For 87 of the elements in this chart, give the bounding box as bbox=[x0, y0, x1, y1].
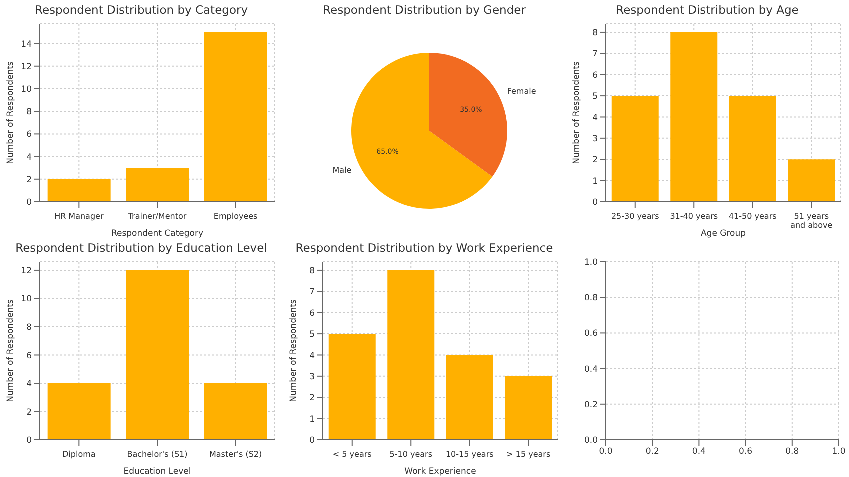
y-tick-label: 1 bbox=[592, 176, 598, 187]
y-tick-label: 0 bbox=[310, 436, 315, 446]
x-tick-label: HR Manager bbox=[54, 212, 104, 221]
bar bbox=[388, 270, 435, 440]
x-axis-title: Age Group bbox=[700, 229, 746, 239]
x-axis-title: Work Experience bbox=[404, 467, 476, 477]
bar bbox=[446, 355, 494, 440]
y-tick-label: 2 bbox=[592, 156, 598, 166]
y-tick-label: 0 bbox=[26, 436, 32, 446]
x-tick-label: 0.0 bbox=[599, 447, 613, 458]
y-tick-label: 0.2 bbox=[584, 400, 598, 410]
y-axis-title: Number of Respondents bbox=[572, 61, 582, 164]
y-tick-label: 0.6 bbox=[584, 329, 598, 340]
chart-title: Respondent Distribution by Category bbox=[34, 2, 250, 19]
y-axis-title: Number of Respondents bbox=[6, 61, 16, 164]
bar bbox=[505, 376, 552, 440]
x-tick-label: Employees bbox=[214, 212, 258, 221]
y-tick-label: 2 bbox=[26, 175, 32, 186]
x-tick-label: 0.6 bbox=[739, 447, 753, 458]
chart-title: Respondent Distribution by Age bbox=[615, 2, 800, 19]
x-axis-title: Respondent Category bbox=[111, 229, 204, 239]
bar bbox=[729, 96, 776, 202]
x-tick-label: > 15 years bbox=[506, 450, 551, 459]
y-tick-label: 14 bbox=[21, 40, 32, 50]
chart-title: Respondent Distribution by Work Experience bbox=[294, 240, 554, 257]
x-tick-label: 25-30 years bbox=[611, 212, 660, 221]
x-tick-label: 41-50 years bbox=[728, 212, 777, 221]
x-tick-label: 5-10 years bbox=[390, 450, 432, 459]
y-tick-label: 0.8 bbox=[584, 294, 598, 304]
y-tick-label: 1.0 bbox=[584, 258, 598, 268]
y-tick-label: 10 bbox=[21, 294, 32, 305]
x-tick-label: Diploma bbox=[62, 450, 96, 459]
x-tick-label: < 5 years bbox=[332, 450, 372, 459]
x-tick-label: Trainer/Mentor bbox=[127, 212, 188, 221]
slice-label: Female bbox=[507, 86, 536, 96]
y-tick-label: 7 bbox=[592, 50, 598, 60]
x-tick-label: 31-40 years bbox=[670, 212, 718, 221]
y-tick-label: 6 bbox=[592, 70, 598, 81]
y-tick-label: 7 bbox=[310, 288, 315, 298]
y-tick-label: 0.0 bbox=[584, 436, 598, 446]
y-tick-label: 8 bbox=[310, 266, 315, 276]
y-tick-label: 0 bbox=[592, 198, 598, 208]
y-tick-label: 0 bbox=[26, 198, 32, 208]
y-tick-label: 4 bbox=[26, 380, 32, 390]
chart-title: Respondent Distribution by Education Level bbox=[14, 240, 268, 257]
y-tick-label: 12 bbox=[21, 266, 32, 276]
x-tick-label: Master's (S2) bbox=[210, 450, 262, 459]
x-axis-title: Education Level bbox=[124, 467, 192, 477]
bar bbox=[126, 168, 190, 202]
y-tick-label: 8 bbox=[592, 28, 598, 38]
y-tick-label: 4 bbox=[310, 351, 315, 362]
y-tick-label: 6 bbox=[310, 308, 315, 319]
y-tick-label: 3 bbox=[592, 134, 598, 144]
x-tick-label: Bachelor's (S1) bbox=[127, 450, 188, 459]
x-tick-label: 51 years and above bbox=[790, 212, 833, 230]
y-axis-title: Number of Respondents bbox=[6, 299, 16, 402]
x-tick-label: 0.4 bbox=[692, 447, 706, 458]
bar bbox=[204, 32, 268, 202]
y-tick-label: 6 bbox=[26, 130, 32, 140]
bar bbox=[670, 32, 718, 202]
bar bbox=[48, 179, 111, 202]
x-tick-label: 0.8 bbox=[786, 447, 800, 458]
x-tick-label: 1.0 bbox=[832, 447, 846, 458]
y-axis-title: Number of Respondents bbox=[289, 299, 300, 402]
bar bbox=[328, 334, 376, 440]
y-tick-label: 0.4 bbox=[584, 364, 598, 375]
pie-slice bbox=[430, 53, 508, 177]
y-tick-label: 5 bbox=[310, 330, 315, 340]
x-tick-label: 10-15 years bbox=[446, 450, 494, 459]
y-tick-label: 5 bbox=[592, 92, 598, 102]
y-tick-label: 6 bbox=[26, 351, 32, 362]
y-tick-label: 3 bbox=[310, 372, 315, 382]
y-tick-label: 8 bbox=[26, 323, 32, 333]
y-tick-label: 2 bbox=[26, 408, 32, 418]
y-tick-label: 12 bbox=[21, 62, 32, 72]
bar bbox=[612, 96, 659, 202]
x-tick-label: 0.2 bbox=[646, 447, 660, 458]
y-tick-label: 10 bbox=[21, 85, 32, 95]
y-tick-label: 8 bbox=[26, 108, 32, 118]
slice-label: Male bbox=[332, 166, 352, 176]
pie-slice bbox=[352, 53, 493, 209]
bar bbox=[788, 160, 836, 202]
y-tick-label: 2 bbox=[310, 394, 315, 404]
y-tick-label: 4 bbox=[592, 113, 598, 124]
y-tick-label: 1 bbox=[310, 414, 315, 425]
chart-title: Respondent Distribution by Gender bbox=[322, 2, 527, 19]
y-tick-label: 4 bbox=[26, 152, 32, 163]
